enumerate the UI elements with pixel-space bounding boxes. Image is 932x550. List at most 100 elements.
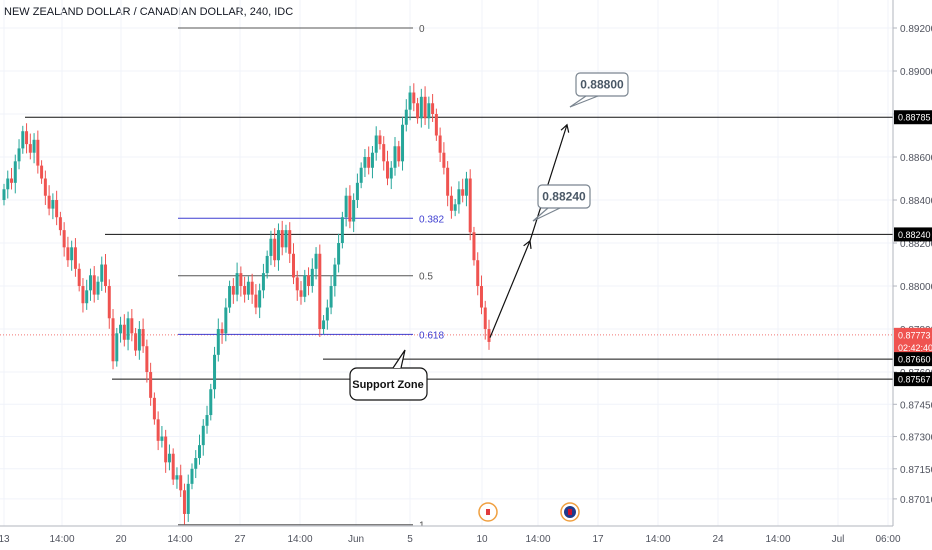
candle-body [198,445,202,459]
candle-body [434,114,438,136]
candle-body [40,165,44,179]
candle-body [337,243,341,265]
candle-body [243,286,247,295]
candle-body [17,148,21,162]
candle-body [261,273,265,291]
callout-target-0-88800-pointer [569,95,587,108]
candle-body [303,275,307,297]
candle-body [352,200,356,222]
price-tag-label: 0.87567 [898,375,931,385]
candle-body [464,178,468,196]
candle-body [461,189,465,196]
candle-body [273,238,277,261]
candle-body [453,204,457,211]
candle-body [194,458,198,469]
candle-body [32,139,36,153]
time-tick-label: Jul [832,534,845,545]
candle-body [355,182,359,201]
candle-body [111,318,115,362]
price-tag-label: 0.87773 [898,330,931,340]
candle-body [145,346,149,373]
candle-body [205,415,209,426]
candle-body [431,103,435,115]
candle-body [483,307,487,330]
candle-body [367,157,371,168]
candle-body [329,286,333,308]
price-tag-bg [894,340,932,355]
candle-body [231,286,235,295]
candle-body [62,230,66,248]
candle-body [66,247,70,261]
candle-body [36,139,40,166]
candle-body [171,453,175,480]
candle-body [141,329,145,347]
candle-body [299,290,303,297]
time-tick-label: 14:00 [167,534,192,545]
candle-body [167,453,171,463]
candle-body [209,389,213,416]
time-tick-label: 24 [712,534,724,545]
support-zone-box [349,367,428,401]
candle-body [325,307,329,321]
candle-body [265,255,269,274]
price-tag-bg [894,227,932,242]
price-axis[interactable]: 0.892000.890000.888000.886000.884000.882… [892,0,932,550]
time-tick-label: 10 [476,534,488,545]
callout-target-0-88240-pointer [532,207,549,222]
candle-body [408,92,412,110]
candle-body [416,103,420,119]
candle-body [449,195,453,211]
candle-body [122,324,126,340]
price-tag-bg [894,372,932,387]
price-tag-bg [894,352,932,367]
callout-target-0-88800-text: 0.88800 [580,78,624,92]
support-zone-pointer [392,349,406,369]
candle-body [175,475,179,480]
candle-body [228,286,232,308]
candle-body [186,483,190,514]
time-tick-label: 14:00 [765,534,790,545]
callout-target-0-88240-text: 0.88240 [542,190,586,204]
time-tick-label: 14:00 [645,534,670,545]
candle-body [201,425,205,446]
candle-body [107,286,111,319]
time-axis-bg [0,526,932,550]
time-axis[interactable]: 13 14:00 20 14:00 27 14:00 Jun 5 10 14:00 17 14:00 2… [0,525,932,550]
price-tag-bg [894,327,932,342]
candle-body [370,152,374,168]
candle-body [55,200,59,218]
time-tick-label: 14:00 [49,534,74,545]
candle-body [70,247,74,261]
candle-body [438,135,442,153]
candle-body [43,178,47,196]
price-tag-label: 0.88240 [898,230,931,240]
candle-body [310,268,314,287]
candle-body [115,333,119,362]
candle-body [21,131,25,149]
candle-body [397,146,401,162]
candle-body [269,238,273,256]
chart-title: NEW ZEALAND DOLLAR / CANADIAN DOLLAR, 24… [4,6,294,18]
candle-body [333,264,337,287]
candle-body [393,146,397,168]
candle-body [322,320,326,330]
time-tick-label: 5 [407,534,413,545]
time-tick-label: 14:00 [525,534,550,545]
time-tick-label: Jun [348,534,364,545]
price-axis-bg [893,0,932,550]
candle-body [160,436,164,441]
candle-body [404,109,408,125]
candle-body [250,281,254,295]
candle-body [258,290,262,308]
candle-body [291,253,295,278]
candle-body [246,281,250,295]
candle-body [363,157,367,168]
candle-body [73,247,77,269]
